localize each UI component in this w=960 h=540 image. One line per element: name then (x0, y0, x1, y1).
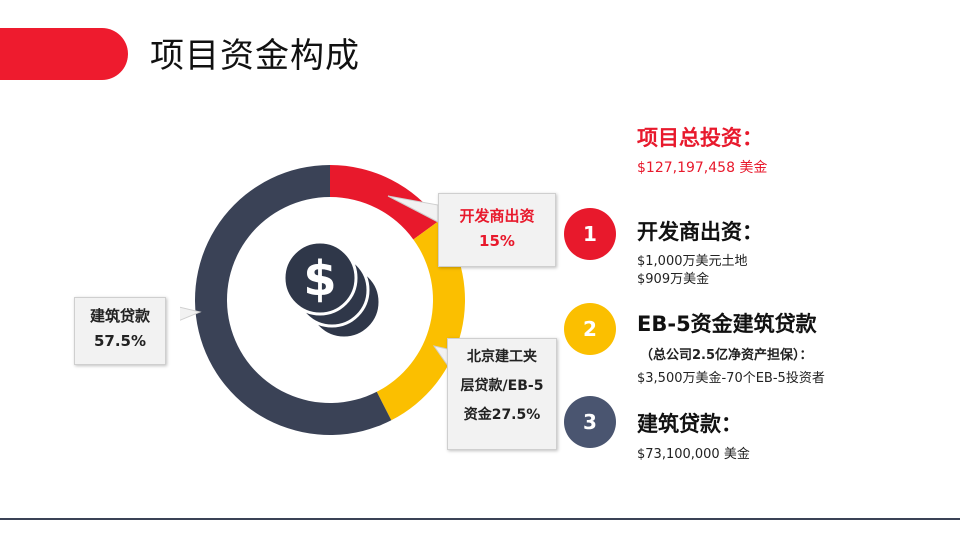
callout-construction-value: 57.5% (93, 332, 147, 350)
item-1-line-1: $1,000万美元土地 (637, 254, 748, 269)
bottom-divider (0, 518, 960, 520)
svg-text:$: $ (303, 251, 336, 307)
item-2-number-badge: 2 (564, 303, 616, 355)
item-2-title: EB-5资金建筑贷款 (637, 312, 817, 336)
callout-mezzanine-line3: 资金27.5% (463, 407, 541, 423)
dollar-coins-icon: $ (282, 240, 382, 340)
donut-slice-developer (330, 165, 440, 240)
callout-developer-value: 15% (479, 232, 515, 250)
callout-mezzanine-line2: 层贷款/EB-5 (460, 378, 544, 394)
callout-pointer-construction (180, 306, 202, 321)
page-title: 项目资金构成 (150, 36, 360, 76)
callout-construction-loan: 建筑贷款 57.5% (74, 297, 166, 365)
item-3-number-badge: 3 (564, 396, 616, 448)
item-1-line-2: $909万美金 (637, 272, 710, 287)
total-investment-value: $127,197,458 美金 (637, 160, 768, 176)
title-accent-bar (0, 28, 128, 80)
total-investment-label: 项目总投资： (637, 126, 763, 150)
callout-mezzanine-loan: 北京建工夹 层贷款/EB-5 资金27.5% (447, 338, 557, 450)
funding-donut-chart: $ (180, 165, 465, 436)
donut-slice-mezzanine (376, 220, 465, 421)
item-2-line-1: $3,500万美金-70个EB-5投资者 (637, 371, 825, 386)
item-3-line-1: $73,100,000 美金 (637, 447, 750, 462)
item-1-number-badge: 1 (564, 208, 616, 260)
callout-developer-label: 开发商出资 (459, 207, 535, 225)
callout-mezzanine-line1: 北京建工夹 (467, 349, 537, 365)
item-3-title: 建筑贷款： (637, 412, 742, 436)
callout-construction-label: 建筑贷款 (89, 307, 150, 325)
item-2-note: （总公司2.5亿净资产担保）： (640, 348, 813, 363)
callout-developer-equity: 开发商出资 15% (438, 193, 556, 267)
donut-slice-construction (194, 165, 392, 436)
item-1-title: 开发商出资： (637, 220, 763, 244)
